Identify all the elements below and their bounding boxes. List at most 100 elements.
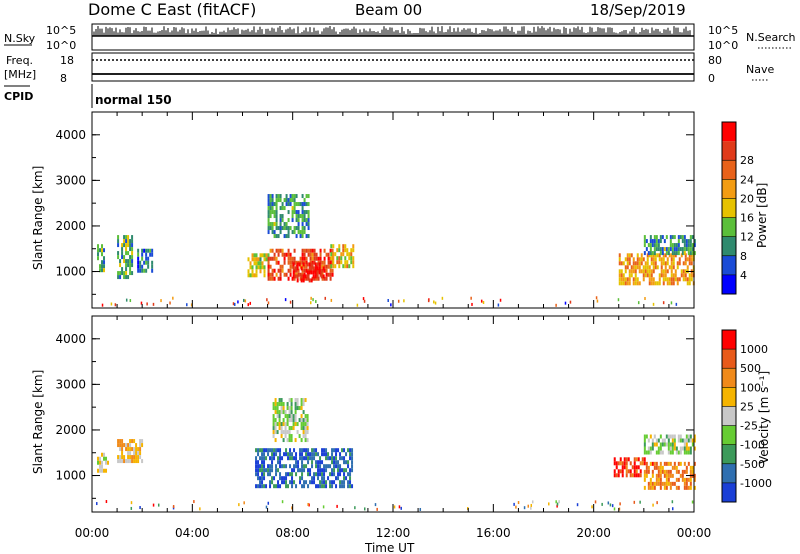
range-gate-cell bbox=[628, 261, 631, 266]
range-gate-cell bbox=[269, 484, 272, 489]
range-gate-cell bbox=[329, 260, 332, 265]
range-gate-cell bbox=[683, 438, 686, 443]
range-gate-cell bbox=[141, 248, 144, 253]
range-gate-cell bbox=[323, 448, 326, 453]
range-gate-cell bbox=[257, 448, 260, 453]
range-gate-cell bbox=[669, 461, 672, 466]
range-gate-cell bbox=[265, 456, 268, 461]
range-gate-cell bbox=[671, 500, 674, 504]
range-gate-cell bbox=[281, 202, 284, 207]
range-gate-cell bbox=[619, 502, 621, 506]
range-gate-cell bbox=[672, 273, 675, 278]
range-gate-cell bbox=[261, 472, 264, 477]
range-gate-cell bbox=[338, 248, 341, 253]
range-gate-cell bbox=[645, 469, 648, 474]
range-gate-cell bbox=[352, 256, 355, 261]
range-gate-cell bbox=[679, 247, 682, 252]
range-gate-cell bbox=[291, 484, 294, 489]
range-gate-cell bbox=[151, 264, 154, 269]
y-tick-label: 2000 bbox=[55, 219, 86, 233]
range-gate-cell bbox=[279, 484, 282, 489]
range-gate-cell bbox=[249, 301, 252, 305]
range-gate-cell bbox=[693, 477, 696, 482]
range-gate-cell bbox=[283, 272, 286, 277]
range-gate-cell bbox=[305, 276, 308, 281]
range-gate-cell bbox=[653, 239, 656, 244]
range-gate-cell bbox=[646, 257, 649, 262]
power-colorbar-label: Power [dB] bbox=[755, 183, 769, 248]
range-gate-cell bbox=[292, 266, 295, 271]
range-gate-cell bbox=[137, 252, 140, 257]
range-gate-cell bbox=[665, 235, 668, 240]
range-gate-cell bbox=[279, 248, 282, 253]
range-gate-cell bbox=[594, 500, 597, 504]
range-gate-cell bbox=[331, 248, 334, 253]
range-gate-cell bbox=[633, 473, 636, 478]
range-gate-cell bbox=[304, 414, 307, 419]
range-gate-cell bbox=[332, 244, 335, 249]
range-gate-cell bbox=[283, 452, 286, 457]
range-gate-cell bbox=[628, 281, 631, 286]
range-gate-cell bbox=[255, 261, 258, 266]
range-gate-cell bbox=[293, 230, 296, 235]
velocity-panel-frame bbox=[91, 315, 695, 513]
range-gate-cell bbox=[261, 261, 264, 266]
range-gate-cell bbox=[643, 235, 646, 240]
range-gate-cell bbox=[127, 443, 130, 448]
range-gate-cell bbox=[279, 276, 282, 281]
beam-title: Beam 00 bbox=[355, 1, 422, 19]
range-gate-cell bbox=[300, 406, 303, 411]
range-gate-cell bbox=[657, 247, 660, 252]
range-gate-cell bbox=[300, 266, 303, 271]
range-gate-cell bbox=[287, 202, 290, 207]
range-gate-cell bbox=[296, 274, 299, 279]
range-gate-cell bbox=[308, 270, 311, 275]
range-gate-cell bbox=[297, 202, 300, 207]
range-gate-cell bbox=[649, 485, 652, 490]
range-gate-cell bbox=[267, 226, 270, 231]
range-gate-cell bbox=[303, 456, 306, 461]
range-gate-cell bbox=[279, 230, 282, 235]
range-gate-cell bbox=[278, 422, 281, 427]
range-gate-cell bbox=[677, 239, 680, 244]
range-gate-cell bbox=[267, 276, 270, 281]
range-gate-cell bbox=[281, 264, 284, 269]
range-gate-cell bbox=[333, 468, 336, 473]
range-gate-cell bbox=[97, 468, 100, 473]
range-gate-cell bbox=[251, 257, 254, 262]
range-gate-cell bbox=[259, 476, 262, 481]
range-gate-cell bbox=[329, 484, 332, 489]
range-gate-cell bbox=[347, 448, 350, 453]
range-gate-cell bbox=[285, 452, 288, 457]
range-gate-cell bbox=[679, 473, 682, 478]
range-gate-cell bbox=[619, 457, 622, 462]
range-gate-cell bbox=[301, 252, 304, 257]
range-gate-cell bbox=[273, 202, 276, 207]
nsky-panel bbox=[91, 23, 695, 51]
range-gate-cell bbox=[290, 402, 293, 407]
range-gate-cell bbox=[243, 501, 245, 505]
range-gate-cell bbox=[671, 465, 674, 470]
range-gate-cell bbox=[670, 273, 673, 278]
range-gate-cell bbox=[279, 272, 282, 277]
range-gate-cell bbox=[302, 274, 305, 279]
range-gate-cell bbox=[312, 266, 315, 271]
range-gate-cell bbox=[349, 456, 352, 461]
range-gate-cell bbox=[300, 274, 303, 279]
range-gate-cell bbox=[306, 274, 309, 279]
range-gate-cell bbox=[649, 450, 652, 455]
range-gate-cell bbox=[255, 464, 258, 469]
range-gate-cell bbox=[280, 402, 283, 407]
range-gate-cell bbox=[300, 418, 303, 423]
range-gate-cell bbox=[103, 456, 106, 461]
colorbar-tick-label: 8 bbox=[740, 250, 747, 263]
range-gate-cell bbox=[349, 448, 352, 453]
range-gate-cell bbox=[302, 402, 305, 407]
range-gate-cell bbox=[103, 248, 106, 253]
range-gate-cell bbox=[311, 248, 314, 253]
range-gate-cell bbox=[307, 202, 310, 207]
range-gate-cell bbox=[655, 442, 658, 447]
range-gate-cell bbox=[325, 268, 328, 273]
range-gate-cell bbox=[315, 448, 318, 453]
